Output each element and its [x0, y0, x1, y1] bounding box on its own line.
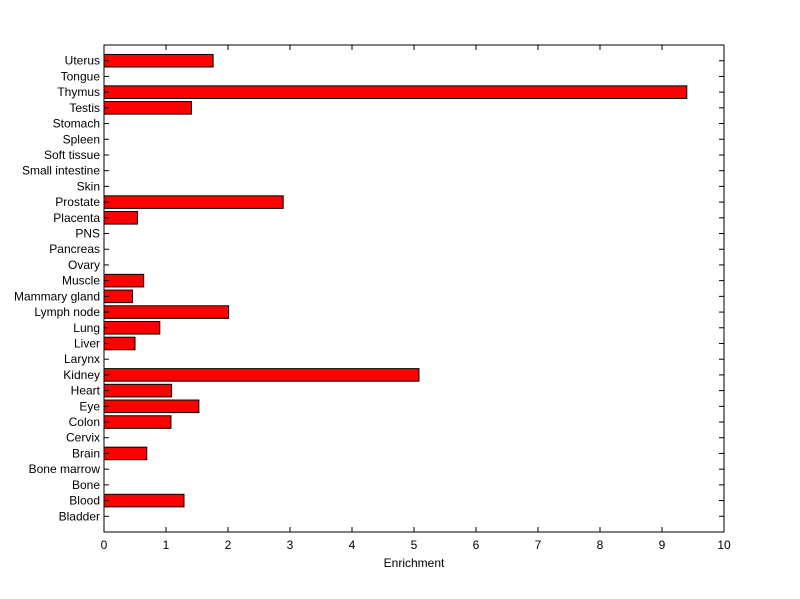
bar-muscle [103, 273, 145, 288]
bar-prostate [103, 195, 284, 209]
x-tick-labels: 0 1 2 3 4 5 6 7 8 9 10 [101, 538, 731, 552]
y-tick-label-bone-marrow: Bone marrow [29, 462, 101, 476]
y-tick-label-heart: Heart [71, 384, 101, 398]
y-tick-label-bladder: Bladder [59, 509, 100, 523]
y-tick-label-small-intestine: Small intestine [22, 164, 100, 178]
y-tick-label-prostate: Prostate [55, 195, 100, 209]
y-tick-label-pns: PNS [75, 227, 100, 241]
x-tick-label: 7 [535, 538, 542, 552]
x-tick-label: 5 [411, 538, 418, 552]
y-tick-label-uterus: Uterus [65, 54, 100, 68]
plot-frame [103, 44, 725, 533]
y-tick-label-lung: Lung [73, 321, 100, 335]
x-axis-label: Enrichment [384, 556, 445, 570]
y-tick-label-lymph-node: Lymph node [34, 305, 100, 319]
x-tick-label: 4 [349, 538, 356, 552]
x-tick-label: 1 [163, 538, 170, 552]
bar-kidney [103, 368, 420, 382]
y-tick-label-pancreas: Pancreas [49, 242, 100, 256]
y-tick-label-placenta: Placenta [53, 211, 100, 225]
y-tick-label-kidney: Kidney [63, 368, 100, 382]
y-tick-label-thymus: Thymus [57, 85, 100, 99]
x-tick-label: 9 [659, 538, 666, 552]
y-tick-label-blood: Blood [69, 494, 100, 508]
bar-blood [103, 493, 185, 508]
bar-lymph-node [103, 305, 230, 319]
x-tick-label: 3 [287, 538, 294, 552]
bar-brain [103, 446, 148, 461]
bar-lung [103, 320, 161, 335]
bar-thymus [103, 85, 688, 99]
x-tick-label: 2 [225, 538, 232, 552]
y-tick-label-mammary-gland: Mammary gland [14, 289, 100, 303]
y-tick-label-testis: Testis [69, 101, 100, 115]
axis-ticks [103, 45, 725, 532]
x-tick-label: 0 [101, 538, 108, 552]
y-tick-label-ovary: Ovary [68, 258, 100, 272]
x-tick-label: 8 [597, 538, 604, 552]
y-tick-label-skin: Skin [77, 179, 100, 193]
bar-testis [103, 101, 192, 115]
bar-heart [103, 383, 173, 398]
y-tick-label-colon: Colon [69, 415, 100, 429]
y-tick-label-tongue: Tongue [61, 69, 101, 83]
bar-eye [103, 399, 200, 414]
x-tick-label: 10 [717, 538, 731, 552]
bar-group [103, 53, 688, 508]
bar-uterus [103, 53, 214, 68]
y-tick-label-liver: Liver [74, 336, 100, 350]
y-tick-label-spleen: Spleen [63, 132, 100, 146]
x-tick-label: 6 [473, 538, 480, 552]
y-tick-label-cervix: Cervix [66, 431, 100, 445]
y-tick-label-eye: Eye [79, 399, 100, 413]
y-tick-label-brain: Brain [72, 446, 100, 460]
y-tick-label-larynx: Larynx [64, 352, 100, 366]
y-tick-label-muscle: Muscle [62, 274, 100, 288]
y-tick-label-stomach: Stomach [53, 117, 100, 131]
y-tick-label-bone: Bone [72, 478, 100, 492]
bar-colon [103, 415, 172, 429]
bar-placenta [103, 211, 138, 225]
y-tick-label-soft-tissue: Soft tissue [44, 148, 100, 162]
